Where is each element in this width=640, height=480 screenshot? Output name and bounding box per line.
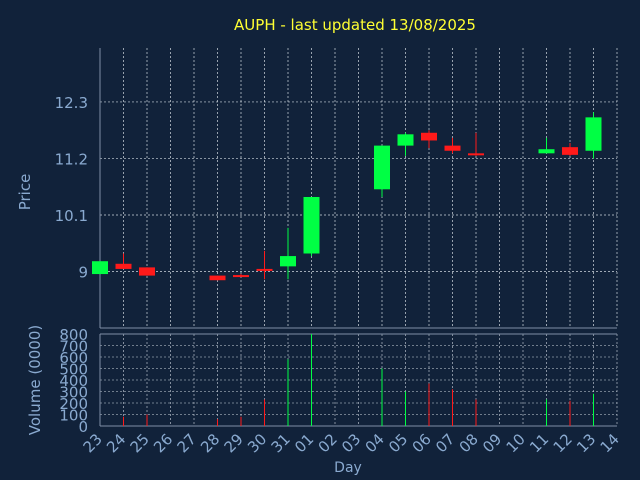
- price-panel: 12.3 11.2 10.1 9 Price: [16, 48, 618, 329]
- price-ticks: 12.3 11.2 10.1 9: [55, 94, 88, 282]
- candle-body: [562, 147, 578, 155]
- chart-title: AUPH - last updated 13/08/2025: [234, 16, 476, 34]
- candle-body: [115, 263, 132, 269]
- volume-tick-label: 500: [59, 361, 88, 379]
- price-tick-label: 10.1: [55, 207, 88, 225]
- candle: [209, 275, 226, 281]
- candle-body: [374, 145, 390, 190]
- candle: [92, 261, 108, 275]
- x-tick-label: 01: [291, 430, 317, 456]
- candle-body: [421, 132, 437, 141]
- price-grid: [100, 48, 618, 328]
- x-axis-ticks: 2324252627282930310102030405060708091011…: [80, 430, 623, 456]
- candle: [562, 143, 578, 156]
- x-tick-label: 24: [103, 430, 129, 456]
- x-tick-label: 27: [174, 430, 200, 456]
- candle-body: [397, 134, 414, 146]
- x-tick-label: 29: [221, 430, 247, 456]
- volume-tick-label: 800: [59, 326, 88, 344]
- candle-body: [444, 145, 461, 151]
- x-tick-label: 04: [362, 430, 388, 456]
- x-tick-label: 03: [338, 430, 364, 456]
- x-tick-label: 06: [409, 430, 435, 456]
- volume-tick-label: 700: [59, 338, 88, 356]
- x-tick-label: 28: [197, 430, 223, 456]
- candle-body: [468, 153, 484, 156]
- price-axis-label: Price: [16, 174, 34, 211]
- volume-tick-label: 300: [59, 384, 88, 402]
- x-axis-label: Day: [334, 460, 362, 476]
- x-tick-label: 12: [550, 430, 576, 456]
- candle: [468, 132, 484, 156]
- x-tick-label: 13: [573, 430, 599, 456]
- volume-tick-label: 200: [59, 395, 88, 413]
- candle: [397, 132, 414, 156]
- candle-body: [303, 196, 320, 254]
- volume-frame: [99, 333, 617, 427]
- x-tick-label: 02: [315, 430, 341, 456]
- volume-tick-label: 400: [59, 372, 88, 390]
- candle-body: [585, 117, 602, 151]
- x-tick-label: 10: [503, 430, 529, 456]
- volume-axis-label: Volume (0000): [26, 325, 44, 435]
- candle: [256, 250, 273, 280]
- volume-tick-label: 100: [59, 407, 88, 425]
- candle: [538, 137, 555, 154]
- x-tick-label: 14: [597, 430, 623, 456]
- candle-body: [209, 275, 226, 281]
- x-tick-label: 07: [432, 430, 458, 456]
- candles: [92, 112, 602, 281]
- price-frame: [99, 48, 617, 329]
- x-tick-label: 05: [385, 430, 411, 456]
- volume-tick-label: 600: [59, 349, 88, 367]
- candle: [585, 112, 602, 159]
- price-tick-label: 11.2: [55, 150, 88, 168]
- candle-body: [92, 261, 108, 275]
- price-tick-label: 12.3: [55, 94, 88, 112]
- x-tick-label: 31: [268, 430, 294, 456]
- x-tick-label: 26: [150, 430, 176, 456]
- candle: [444, 137, 461, 154]
- candle: [233, 274, 249, 278]
- x-tick-label: 11: [526, 430, 552, 456]
- candle: [280, 227, 296, 280]
- x-tick-label: 08: [456, 430, 482, 456]
- candle: [115, 253, 132, 269]
- candle: [139, 267, 155, 276]
- candle-body: [538, 149, 555, 154]
- candle: [421, 130, 437, 149]
- volume-tick-label: 0: [78, 418, 88, 436]
- candle-body: [256, 268, 273, 271]
- price-tick-label: 9: [78, 263, 88, 281]
- candle: [303, 196, 320, 257]
- candle-body: [233, 275, 249, 278]
- x-tick-label: 25: [127, 430, 153, 456]
- volume-bars: [123, 334, 594, 426]
- candle-body: [139, 267, 155, 276]
- candle-body: [280, 256, 296, 267]
- x-tick-label: 30: [244, 430, 270, 456]
- x-tick-label: 09: [479, 430, 505, 456]
- candle: [374, 145, 390, 197]
